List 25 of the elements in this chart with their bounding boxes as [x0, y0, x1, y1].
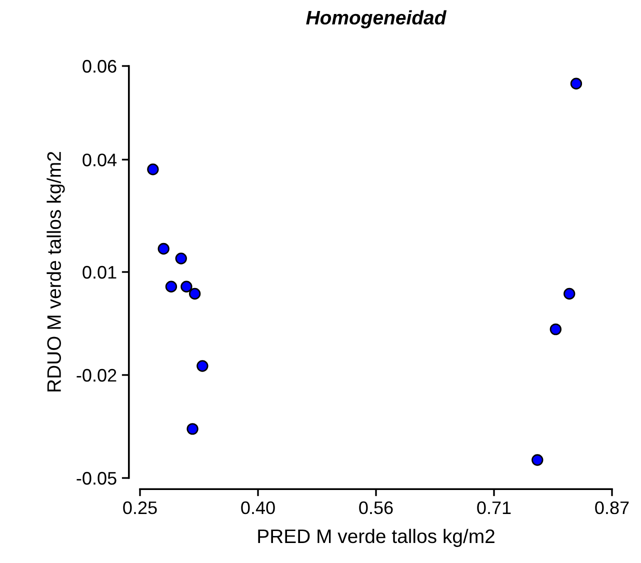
- point: [196, 360, 208, 372]
- point: [188, 288, 201, 300]
- point: [186, 423, 198, 435]
- x-tick-label: 0.25: [123, 501, 157, 514]
- y-tick-label: 0.01: [82, 266, 116, 279]
- x-axis-title: PRED M verde tallos kg/m2: [258, 528, 494, 547]
- y-tick-label: 0.06: [82, 60, 116, 73]
- x-tick-label: 0.40: [241, 501, 275, 514]
- point: [532, 454, 544, 466]
- point: [175, 252, 187, 264]
- point: [564, 288, 576, 300]
- point: [158, 242, 170, 255]
- x-tick-label: 0.71: [477, 501, 511, 514]
- point: [570, 78, 582, 90]
- point: [550, 323, 562, 336]
- point: [165, 280, 178, 292]
- y-tick-label: 0.04: [82, 154, 117, 166]
- y-tick-label: -0.02: [76, 368, 116, 382]
- point: [147, 164, 159, 176]
- x-tick-label: 0.87: [595, 501, 629, 514]
- y-axis-title: RDUO M verde tallos kg/m2: [46, 152, 65, 392]
- point: [180, 280, 192, 292]
- x-tick-label: 0.56: [359, 501, 393, 514]
- y-tick-label: -0.05: [76, 472, 116, 485]
- chart-title: Homogeneidad: [306, 10, 447, 28]
